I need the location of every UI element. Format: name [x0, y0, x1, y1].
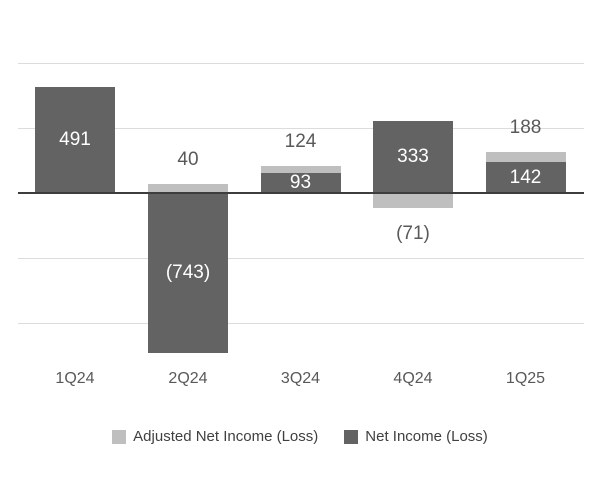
legend-label-adjusted: Adjusted Net Income (Loss)	[133, 428, 319, 445]
category-label-1Q25: 1Q25	[505, 370, 546, 387]
legend-swatch-adjusted-icon	[112, 429, 127, 444]
net-value-label-3Q24: 93	[289, 171, 312, 193]
category-label-1Q24: 1Q24	[55, 370, 95, 387]
bar-adjusted-2Q24	[148, 184, 228, 193]
category-label-2Q24: 2Q24	[168, 370, 208, 387]
zero-axis-line	[18, 192, 584, 194]
net-value-label-2Q24: (743)	[165, 262, 211, 284]
chart-legend: Adjusted Net Income (Loss) Net Income (L…	[0, 428, 600, 445]
bar-net-2Q24	[148, 193, 228, 354]
bar-net-1Q25	[485, 162, 566, 193]
category-label-3Q24: 3Q24	[280, 370, 321, 387]
gridline	[18, 323, 584, 324]
adjusted-value-label-4Q24: (71)	[396, 223, 430, 245]
bar-net-4Q24	[373, 121, 453, 193]
adjusted-value-label-2Q24: 40	[177, 149, 199, 171]
legend-item-net: Net Income (Loss)	[344, 428, 488, 445]
adjusted-value-label-1Q25: 188	[509, 117, 542, 139]
gridline	[18, 128, 584, 129]
legend-label-net: Net Income (Loss)	[365, 428, 488, 445]
net-value-label-4Q24: 333	[397, 146, 429, 168]
bar-net-1Q24	[35, 86, 115, 193]
category-label-4Q24: 4Q24	[393, 370, 433, 387]
bar-net-3Q24	[260, 172, 341, 193]
bar-adjusted-4Q24	[373, 193, 453, 209]
net-value-label-1Q24: 491	[59, 128, 91, 150]
gridline	[18, 63, 584, 64]
gridline	[18, 258, 584, 259]
legend-swatch-net-icon	[344, 429, 359, 444]
adjusted-value-label-3Q24: 124	[284, 131, 317, 153]
net-value-label-1Q25: 142	[509, 166, 542, 188]
legend-item-adjusted: Adjusted Net Income (Loss)	[112, 428, 318, 445]
